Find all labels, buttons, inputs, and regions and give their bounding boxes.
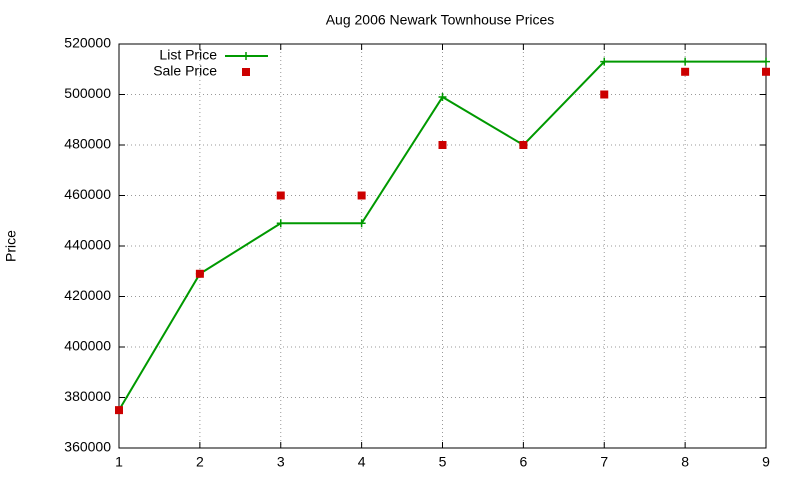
x-tick-label: 3 — [277, 454, 285, 470]
y-tick-label: 500000 — [64, 85, 111, 101]
point — [600, 90, 609, 99]
x-tick-label: 2 — [196, 454, 204, 470]
y-tick-label: 440000 — [64, 237, 111, 253]
chart-title: Aug 2006 Newark Townhouse Prices — [326, 12, 555, 28]
legend-marker — [242, 68, 250, 76]
y-axis-label: Price — [3, 230, 19, 262]
point — [276, 219, 285, 228]
x-tick-label: 7 — [600, 454, 608, 470]
point — [519, 141, 528, 149]
point — [357, 191, 366, 200]
point — [438, 93, 447, 102]
x-tick-label: 1 — [115, 454, 123, 470]
point — [357, 219, 366, 228]
y-tick-label: 400000 — [64, 338, 111, 354]
point — [681, 57, 690, 66]
x-tick-label: 4 — [358, 454, 366, 470]
legend-marker — [242, 52, 250, 60]
point — [762, 67, 770, 76]
point — [438, 141, 447, 149]
y-tick-label: 360000 — [64, 439, 111, 455]
point — [195, 269, 204, 278]
y-tick-label: 420000 — [64, 287, 111, 303]
legend-label: List Price — [159, 47, 217, 63]
y-tick-label: 520000 — [64, 35, 111, 51]
point — [115, 406, 123, 415]
legend-label: Sale Price — [153, 63, 217, 79]
x-tick-label: 8 — [681, 454, 689, 470]
y-tick-label: 380000 — [64, 388, 111, 404]
x-tick-label: 5 — [439, 454, 447, 470]
point — [681, 67, 690, 76]
y-tick-label: 460000 — [64, 186, 111, 202]
point — [762, 57, 770, 66]
y-tick-label: 480000 — [64, 136, 111, 152]
plot-frame — [118, 43, 767, 449]
x-tick-label: 6 — [519, 454, 527, 470]
x-tick-label: 9 — [762, 454, 770, 470]
point — [276, 191, 285, 200]
point — [600, 57, 609, 66]
